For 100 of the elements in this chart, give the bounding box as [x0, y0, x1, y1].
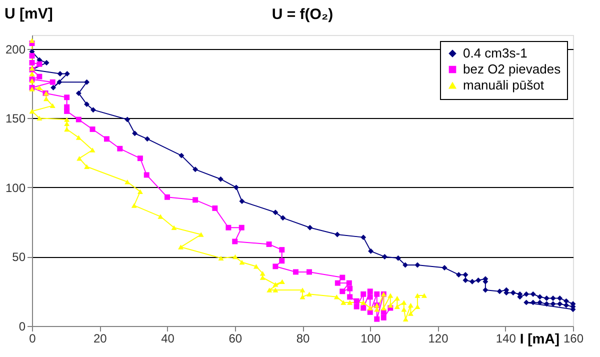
- point: [347, 294, 353, 300]
- point: [64, 108, 70, 114]
- point: [76, 156, 82, 161]
- point: [354, 298, 360, 304]
- point: [29, 53, 35, 59]
- point: [137, 189, 143, 194]
- point: [253, 264, 259, 269]
- x-tick-label: 100: [360, 332, 381, 346]
- point: [334, 280, 340, 286]
- point: [354, 304, 360, 310]
- point: [340, 300, 346, 305]
- point: [272, 282, 278, 287]
- point: [388, 293, 394, 298]
- point: [279, 247, 285, 253]
- point: [334, 294, 340, 300]
- point: [374, 316, 380, 322]
- point: [29, 60, 35, 66]
- point: [76, 135, 82, 140]
- point: [380, 314, 386, 320]
- x-axis-title: I [mA]: [520, 330, 560, 346]
- point: [394, 304, 400, 309]
- point: [347, 300, 353, 305]
- point: [414, 293, 420, 298]
- point: [401, 300, 407, 305]
- point: [266, 242, 272, 247]
- point: [414, 304, 420, 309]
- x-tick-label: 120: [428, 332, 449, 346]
- point: [306, 292, 312, 296]
- point: [64, 126, 70, 132]
- point: [360, 305, 366, 311]
- point: [104, 136, 110, 142]
- point: [131, 203, 137, 208]
- point: [117, 146, 123, 152]
- point: [272, 288, 278, 292]
- point: [212, 205, 218, 211]
- point: [64, 117, 70, 122]
- point: [360, 300, 366, 305]
- legend-label: 0.4 cm3s-1: [463, 46, 528, 60]
- point: [218, 256, 224, 260]
- point: [402, 316, 408, 322]
- point: [29, 108, 35, 114]
- y-tick-label: 150: [5, 112, 26, 126]
- point: [388, 302, 394, 308]
- x-tick-label: 40: [161, 332, 175, 346]
- point: [374, 291, 380, 297]
- point: [36, 85, 42, 90]
- point: [50, 103, 56, 108]
- point: [238, 224, 244, 230]
- point: [367, 288, 373, 294]
- point: [76, 116, 82, 122]
- point: [367, 306, 373, 310]
- point: [124, 180, 130, 184]
- point: [192, 197, 198, 203]
- chart-title: U = f(O₂): [272, 6, 334, 23]
- legend-label: bez O2 pievades: [463, 62, 562, 76]
- point: [158, 214, 164, 219]
- point: [198, 232, 204, 237]
- point: [232, 254, 238, 260]
- point: [408, 302, 414, 308]
- point: [367, 294, 373, 300]
- point: [394, 296, 400, 301]
- point: [50, 79, 56, 85]
- point: [306, 269, 312, 275]
- x-tick-label: 20: [93, 332, 108, 346]
- point: [300, 288, 306, 292]
- point: [374, 307, 380, 312]
- point: [272, 264, 278, 270]
- point: [232, 238, 238, 244]
- point: [260, 275, 266, 280]
- point: [380, 306, 386, 310]
- y-tick-label: 100: [5, 180, 26, 195]
- y-tick-label: 0: [18, 320, 26, 334]
- point: [29, 38, 35, 43]
- point: [340, 288, 346, 294]
- y-tick-label: 200: [5, 42, 26, 56]
- point: [346, 280, 352, 286]
- x-tick-label: 140: [496, 332, 516, 346]
- point: [144, 172, 150, 178]
- x-tick-label: 160: [563, 332, 584, 346]
- point: [36, 116, 42, 121]
- point: [347, 286, 353, 292]
- point: [226, 224, 232, 230]
- point: [360, 291, 366, 297]
- x-tick-label: 60: [228, 332, 242, 346]
- x-tick-label: 80: [296, 332, 310, 346]
- point: [279, 258, 285, 264]
- point: [36, 61, 42, 67]
- point: [279, 279, 285, 284]
- point: [239, 260, 245, 265]
- y-tick-label: 50: [12, 250, 26, 264]
- legend-label: manuāli pūšot: [463, 78, 544, 92]
- point: [408, 311, 414, 316]
- point: [36, 74, 42, 80]
- point: [90, 126, 96, 132]
- point: [90, 148, 96, 152]
- point: [29, 71, 35, 76]
- x-tick-label: 0: [29, 332, 36, 346]
- point: [340, 274, 346, 280]
- point: [164, 194, 170, 200]
- point: [43, 96, 49, 102]
